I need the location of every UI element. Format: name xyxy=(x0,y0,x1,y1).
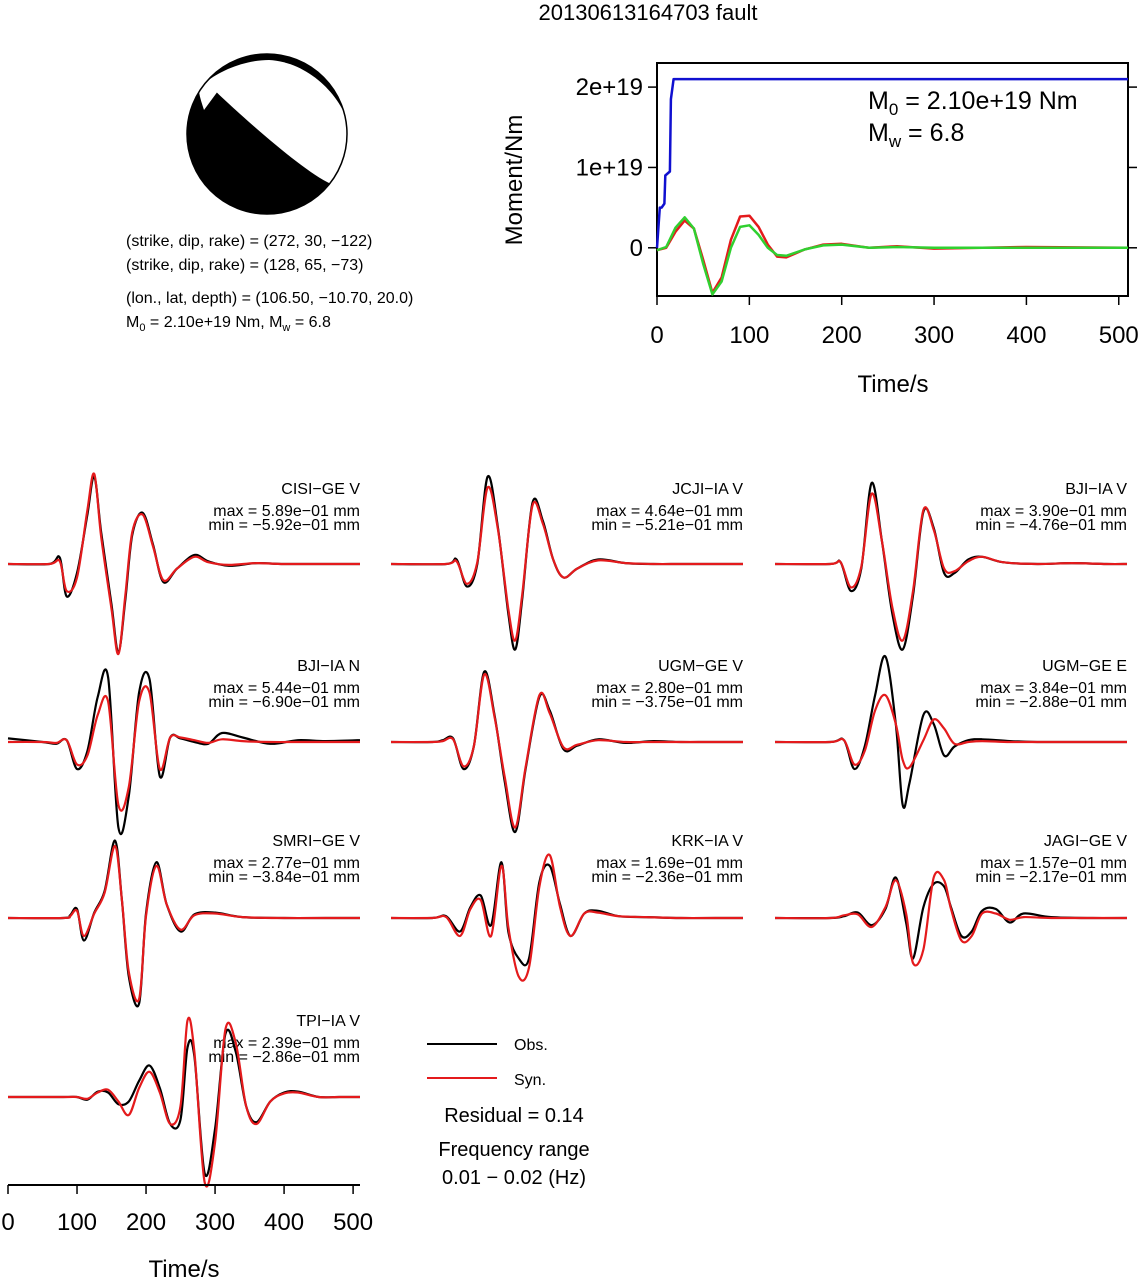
frequency-range-value: 0.01 − 0.02 (Hz) xyxy=(442,1167,586,1189)
stf-ytick-label: 0 xyxy=(630,235,643,262)
stf-ytick-label: 2e+19 xyxy=(576,74,643,101)
station-name: JAGI−GE V xyxy=(1044,833,1127,850)
bottom-xtick-label: 500 xyxy=(333,1209,373,1236)
station-max: max = 3.84e−01 mm xyxy=(980,680,1127,697)
bottom-axis-xlabel: Time/s xyxy=(148,1256,219,1280)
stf-xtick-label: 0 xyxy=(650,322,663,349)
bottom-xtick-label: 200 xyxy=(126,1209,166,1236)
station-max: max = 1.57e−01 mm xyxy=(980,855,1127,872)
synthetic-trace xyxy=(7,844,360,1003)
stf-xtick-label: 200 xyxy=(822,322,862,349)
station-max: max = 2.39e−01 mm xyxy=(213,1035,360,1052)
stf-xtick-label: 500 xyxy=(1099,322,1139,349)
beachball-white-sliver xyxy=(199,82,218,110)
stf-xtick-label: 100 xyxy=(729,322,769,349)
synthetic-trace xyxy=(390,673,743,829)
stf-ylabel: Moment/Nm xyxy=(501,115,528,246)
mechanism-line-4: M0 = 2.10e+19 Nm, Mw = 6.8 xyxy=(126,314,331,334)
mechanism-line-1: (strike, dip, rake) = (272, 30, −122) xyxy=(126,233,372,250)
mechanism-line-2: (strike, dip, rake) = (128, 65, −73) xyxy=(126,257,363,274)
station-max: max = 5.89e−01 mm xyxy=(213,503,360,520)
synthetic-trace xyxy=(390,485,743,642)
station-min: min = −6.90e−01 mm xyxy=(208,694,360,711)
station-min: min = −2.36e−01 mm xyxy=(591,869,743,886)
station-max: max = 3.90e−01 mm xyxy=(980,503,1127,520)
synthetic-trace xyxy=(390,853,743,982)
synthetic-trace xyxy=(774,870,1127,967)
station-max: max = 5.44e−01 mm xyxy=(213,680,360,697)
station-name: UGM−GE V xyxy=(658,658,743,675)
figure-title: 20130613164703 fault xyxy=(539,0,758,25)
synthetic-trace xyxy=(7,472,360,656)
station-name: JCJI−IA V xyxy=(672,481,743,498)
stf-xlabel: Time/s xyxy=(857,371,928,398)
station-name: BJI−IA N xyxy=(297,658,360,675)
mechanism-line-3: (lon., lat, depth) = (106.50, −10.70, 20… xyxy=(126,290,413,307)
focal-mechanism-beachball xyxy=(186,53,350,215)
stf-series-blue xyxy=(655,77,1128,248)
stf-m0-annotation: M0 = 2.10e+19 Nm xyxy=(868,87,1078,119)
legend-obs-label: Obs. xyxy=(514,1037,548,1054)
legend: Obs. Syn. Residual = 0.14 Frequency rang… xyxy=(427,1037,590,1189)
station-min: min = −5.21e−01 mm xyxy=(591,517,743,534)
station-name: KRK−IA V xyxy=(671,833,743,850)
observed-trace xyxy=(7,668,361,836)
bottom-xtick-label: 400 xyxy=(264,1209,304,1236)
observed-trace xyxy=(774,655,1127,809)
stf-series-green xyxy=(656,216,1128,296)
waveform-time-axis: Time/s 0 100 200 300 400 500 xyxy=(1,1184,373,1280)
stf-frame xyxy=(656,62,1129,297)
residual-text: Residual = 0.14 xyxy=(444,1105,584,1127)
station-min: min = −3.75e−01 mm xyxy=(591,694,743,711)
bottom-xtick-label: 0 xyxy=(1,1209,14,1236)
station-name: TPI−IA V xyxy=(296,1013,360,1030)
station-name: CISI−GE V xyxy=(281,481,360,498)
synthetic-trace xyxy=(774,492,1128,642)
bottom-xtick-label: 100 xyxy=(57,1209,97,1236)
frequency-range-title: Frequency range xyxy=(438,1139,589,1161)
station-max: max = 2.80e−01 mm xyxy=(596,680,743,697)
station-min: min = −3.84e−01 mm xyxy=(208,869,360,886)
stf-mw-annotation: Mw = 6.8 xyxy=(868,119,964,151)
station-min: min = −2.17e−01 mm xyxy=(975,869,1127,886)
stf-series-red xyxy=(656,214,1129,295)
synthetic-trace xyxy=(774,693,1127,770)
station-name: SMRI−GE V xyxy=(272,833,360,850)
stf-ytick-label: 1e+19 xyxy=(576,154,643,181)
station-min: min = −2.88e−01 mm xyxy=(975,694,1127,711)
bottom-xtick-label: 300 xyxy=(195,1209,235,1236)
station-min: min = −5.92e−01 mm xyxy=(208,517,360,534)
stf-xtick-label: 300 xyxy=(914,322,954,349)
synthetic-trace xyxy=(8,1016,360,1188)
station-max: max = 2.77e−01 mm xyxy=(213,855,360,872)
beachball-white-compressional xyxy=(206,60,350,184)
station-name: UGM−GE E xyxy=(1042,658,1127,675)
station-min: min = −4.76e−01 mm xyxy=(975,517,1127,534)
source-time-function-panel: 0 100 200 300 400 500 0 1e+19 2e+19 M0 = 2.10e+1… xyxy=(501,62,1139,398)
synthetic-trace xyxy=(7,685,360,812)
station-max: max = 1.69e−01 mm xyxy=(596,855,743,872)
station-max: max = 4.64e−01 mm xyxy=(596,503,743,520)
station-min: min = −2.86e−01 mm xyxy=(208,1049,360,1066)
legend-syn-label: Syn. xyxy=(514,1072,546,1089)
station-name: BJI−IA V xyxy=(1065,481,1127,498)
stf-xtick-label: 400 xyxy=(1006,322,1046,349)
